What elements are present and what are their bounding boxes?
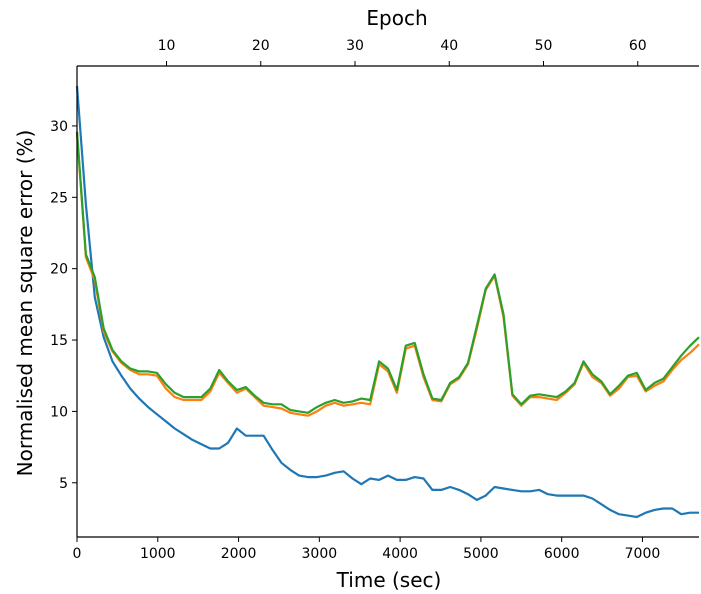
series-layer bbox=[75, 85, 700, 519]
x-tick-label: 0 bbox=[73, 546, 82, 562]
y-axis-label: Normalised mean square error (%) bbox=[13, 130, 37, 477]
x-tick-label: 5000 bbox=[463, 546, 499, 562]
series-line-2 bbox=[75, 133, 700, 417]
x2-axis-label: Epoch bbox=[366, 6, 427, 30]
x-tick-label: 6000 bbox=[544, 546, 580, 562]
x-tick-label: 2000 bbox=[221, 546, 257, 562]
y-tick-label: 20 bbox=[50, 262, 68, 278]
x-axis-label: Time (sec) bbox=[336, 568, 442, 592]
x-tick-label: 3000 bbox=[302, 546, 338, 562]
x-tick-label: 1000 bbox=[140, 546, 176, 562]
x-tick-label: 4000 bbox=[382, 546, 418, 562]
x2-tick-label: 40 bbox=[440, 38, 458, 54]
tick-layer: 0 1000 2000 3000 4000 5000 6000 7000 5 10 15 20 25 30… bbox=[50, 38, 660, 562]
y-tick-label: 30 bbox=[50, 119, 68, 135]
x2-tick-label: 50 bbox=[535, 38, 553, 54]
x2-tick-label: 60 bbox=[629, 38, 647, 54]
y-tick-label: 10 bbox=[50, 404, 68, 420]
y-tick-label: 15 bbox=[50, 333, 68, 349]
y-tick-label: 5 bbox=[59, 476, 68, 492]
x2-tick-label: 30 bbox=[346, 38, 364, 54]
x2-tick-label: 20 bbox=[252, 38, 270, 54]
x-tick-label: 7000 bbox=[625, 546, 661, 562]
axes-frame bbox=[76, 65, 699, 538]
series-line-1 bbox=[75, 85, 699, 519]
series-line-3 bbox=[75, 131, 700, 414]
x2-tick-label: 10 bbox=[158, 38, 176, 54]
y-tick-label: 25 bbox=[50, 190, 68, 206]
